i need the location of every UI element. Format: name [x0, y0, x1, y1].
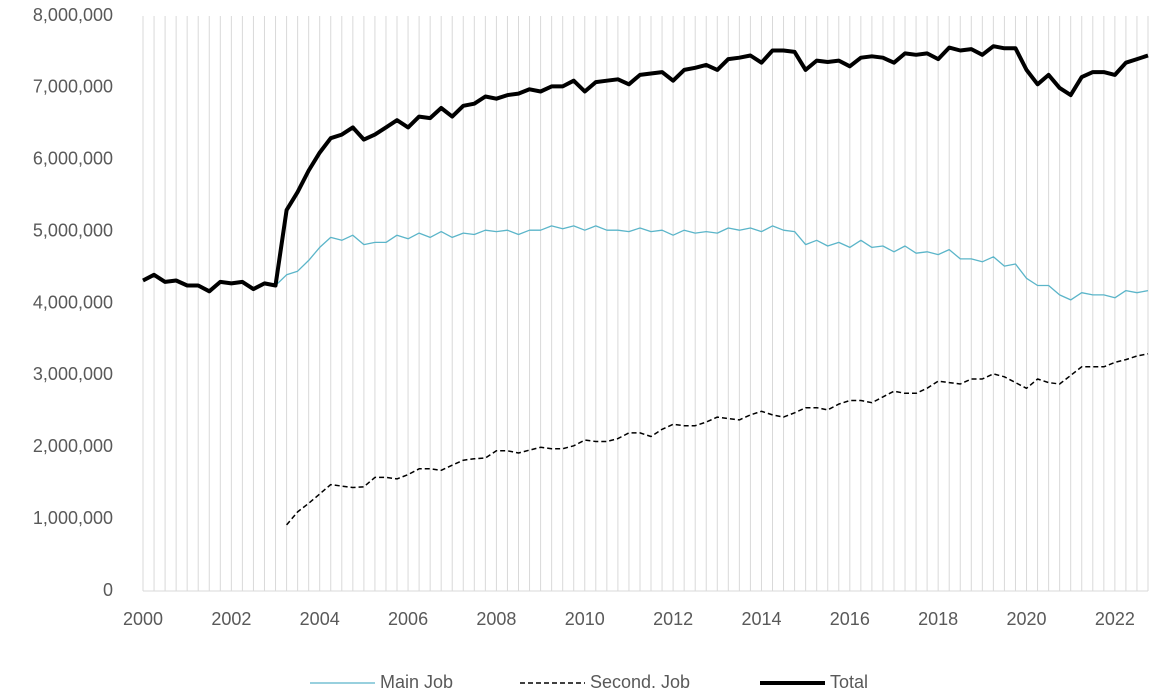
x-tick-label: 2002 — [211, 609, 251, 629]
y-tick-label: 4,000,000 — [33, 292, 113, 312]
x-tick-label: 2010 — [565, 609, 605, 629]
y-tick-label: 5,000,000 — [33, 220, 113, 240]
x-tick-label: 2016 — [830, 609, 870, 629]
y-tick-label: 8,000,000 — [33, 5, 113, 25]
x-tick-label: 2020 — [1006, 609, 1046, 629]
y-tick-label: 6,000,000 — [33, 149, 113, 169]
x-tick-label: 2004 — [300, 609, 340, 629]
y-tick-label: 0 — [103, 580, 113, 600]
y-tick-label: 2,000,000 — [33, 436, 113, 456]
series-line — [142, 225, 1149, 301]
x-tick-label: 2022 — [1095, 609, 1135, 629]
x-tick-label: 2012 — [653, 609, 693, 629]
x-tick-label: 2006 — [388, 609, 428, 629]
series-line — [286, 353, 1149, 526]
x-tick-label: 2000 — [123, 609, 163, 629]
x-tick-label: 2014 — [741, 609, 781, 629]
legend-label: Total — [830, 672, 868, 692]
y-tick-label: 3,000,000 — [33, 364, 113, 384]
legend-label: Second. Job — [590, 672, 690, 692]
x-tick-label: 2018 — [918, 609, 958, 629]
x-tick-label: 2008 — [476, 609, 516, 629]
y-tick-label: 1,000,000 — [33, 508, 113, 528]
y-tick-label: 7,000,000 — [33, 77, 113, 97]
series-line — [142, 44, 1149, 294]
legend-label: Main Job — [380, 672, 453, 692]
